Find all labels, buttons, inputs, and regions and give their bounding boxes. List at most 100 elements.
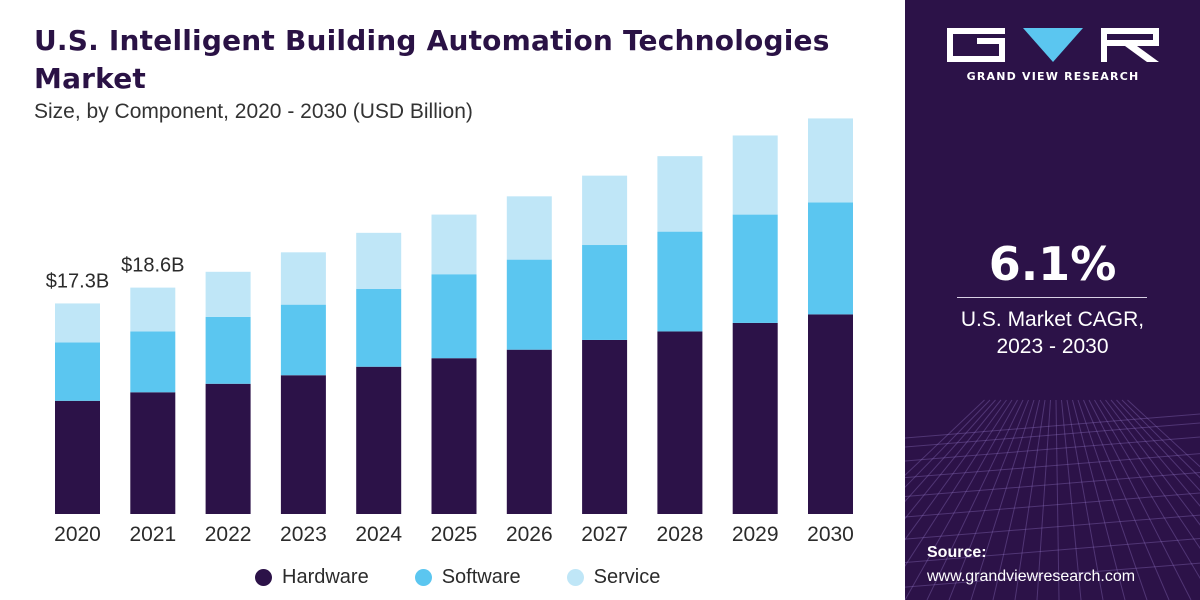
mesh-line xyxy=(905,399,996,503)
bar-software-2028 xyxy=(657,231,703,332)
legend-item-software: Software xyxy=(414,566,521,589)
bar-software-2024 xyxy=(356,288,402,367)
x-tick-label: 2021 xyxy=(129,523,176,546)
x-tick-label: 2024 xyxy=(355,523,402,546)
cagr-label-line1: U.S. Market CAGR, xyxy=(960,308,1145,331)
bar-service-2030 xyxy=(808,118,853,203)
bar-software-2023 xyxy=(280,304,326,376)
x-tick-label: 2030 xyxy=(807,523,854,546)
mesh-line xyxy=(905,399,1013,567)
bar-hardware-2025 xyxy=(431,358,477,514)
source-url: www.grandviewresearch.com xyxy=(927,568,1136,585)
bar-service-2028 xyxy=(657,156,703,232)
bar-software-2030 xyxy=(808,202,853,315)
mesh-line xyxy=(970,399,1035,600)
bar-chart: 2020 2021 2022 2023 2024 2025 2026 2027 2028 2029… xyxy=(46,118,854,546)
mesh-line xyxy=(1121,399,1200,479)
x-tick-label: 2029 xyxy=(732,523,779,546)
bar-hardware-2030 xyxy=(808,314,853,514)
bar-hardware-2022 xyxy=(205,383,251,514)
x-tick-label: 2022 xyxy=(205,523,252,546)
bar-software-2020 xyxy=(55,342,100,401)
cagr-label-line2: 2023 - 2030 xyxy=(996,335,1109,358)
data-label: $17.3B xyxy=(46,270,109,292)
mesh-line xyxy=(905,399,1002,520)
legend-item-hardware: Hardware xyxy=(255,566,369,589)
wireframe-background xyxy=(905,399,1200,600)
legend-swatch-software xyxy=(414,569,432,586)
cagr-value: 6.1% xyxy=(988,237,1117,291)
bar-hardware-2020 xyxy=(55,400,100,514)
bar-software-2022 xyxy=(205,316,251,384)
mesh-line xyxy=(1105,399,1200,526)
mesh-line xyxy=(1094,399,1200,580)
mesh-line xyxy=(905,399,1007,541)
source-label: Source: xyxy=(927,544,987,561)
data-label: $18.6B xyxy=(121,255,184,277)
bar-service-2020 xyxy=(55,303,100,343)
brand-name: GRAND VIEW RESEARCH xyxy=(966,70,1140,83)
bar-service-2027 xyxy=(582,175,628,246)
x-tick-label: 2027 xyxy=(581,523,628,546)
bar-service-2026 xyxy=(506,196,552,260)
bar-hardware-2027 xyxy=(582,339,628,514)
mesh-line xyxy=(905,453,1200,479)
bar-hardware-2021 xyxy=(130,392,176,514)
bar-hardware-2023 xyxy=(280,375,326,514)
mesh-line xyxy=(1014,399,1046,600)
mesh-line xyxy=(905,413,1200,439)
bar-software-2026 xyxy=(506,259,552,350)
cagr-divider xyxy=(957,297,1147,298)
bar-hardware-2028 xyxy=(657,331,703,514)
x-tick-label: 2020 xyxy=(54,523,101,546)
mesh-line xyxy=(905,399,1018,600)
legend-swatch-service xyxy=(566,569,584,586)
mesh-line xyxy=(948,399,1029,600)
bar-software-2029 xyxy=(732,214,778,323)
x-tick-label: 2025 xyxy=(431,523,478,546)
mesh-line xyxy=(1116,399,1200,492)
mesh-line xyxy=(1061,399,1082,600)
mesh-line xyxy=(1072,399,1126,600)
chart-title: U.S. Intelligent Building Automation Tec… xyxy=(34,24,830,95)
mesh-line xyxy=(905,562,1200,588)
bar-hardware-2029 xyxy=(732,322,778,514)
bar-hardware-2024 xyxy=(356,366,402,514)
mesh-line xyxy=(1088,399,1192,600)
x-tick-label: 2023 xyxy=(280,523,327,546)
mesh-line xyxy=(905,436,1200,462)
mesh-line xyxy=(1083,399,1170,600)
mesh-line xyxy=(1066,399,1104,600)
mesh-line xyxy=(905,399,991,488)
legend-label-hardware: Hardware xyxy=(282,566,369,588)
bar-service-2025 xyxy=(431,214,477,275)
mesh-line xyxy=(905,399,985,476)
bar-service-2022 xyxy=(205,271,251,317)
bar-service-2024 xyxy=(356,232,402,289)
x-tick-label: 2028 xyxy=(657,523,704,546)
mesh-line xyxy=(1099,399,1200,550)
bar-service-2023 xyxy=(280,252,326,305)
mesh-line xyxy=(905,471,1200,497)
mesh-line xyxy=(1110,399,1200,507)
bar-software-2027 xyxy=(582,245,628,340)
legend-swatch-hardware xyxy=(255,569,272,586)
bar-hardware-2026 xyxy=(506,349,552,514)
bar-software-2025 xyxy=(431,274,477,359)
cagr-label: U.S. Market CAGR, 2023 - 2030 xyxy=(905,306,1200,360)
bar-service-2021 xyxy=(130,287,176,332)
mesh-line xyxy=(1036,399,1051,600)
mesh-line xyxy=(1055,399,1060,600)
mesh-line xyxy=(905,422,1200,448)
legend-label-software: Software xyxy=(441,566,521,588)
bar-software-2021 xyxy=(130,331,176,393)
mesh-line xyxy=(905,492,1200,518)
mesh-line xyxy=(1077,399,1148,600)
mesh-line xyxy=(1127,399,1200,468)
chart-legend: Hardware Software Service xyxy=(255,566,706,589)
x-tick-label: 2026 xyxy=(506,523,553,546)
chart-panel: U.S. Intelligent Building Automation Tec… xyxy=(34,24,854,589)
mesh-line xyxy=(905,514,1200,540)
gvr-logo-icon xyxy=(947,28,1159,62)
